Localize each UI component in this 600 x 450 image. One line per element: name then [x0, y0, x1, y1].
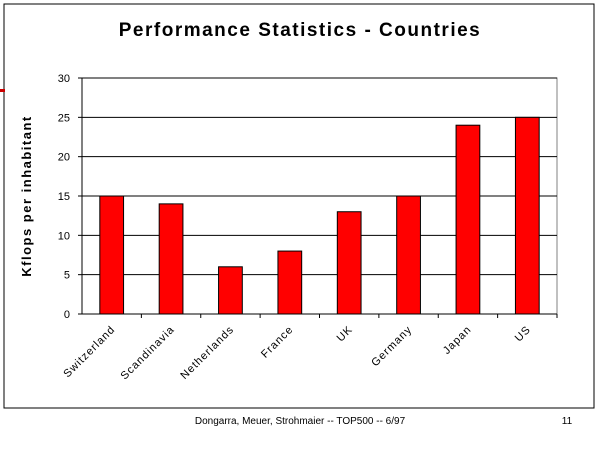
y-tick-label: 10 [58, 230, 70, 242]
bar [99, 195, 125, 315]
chart-title: Performance Statistics - Countries [119, 20, 481, 41]
footer-credit: Dongarra, Meuer, Strohmaier -- TOP500 --… [195, 416, 406, 427]
bar [336, 211, 362, 315]
y-tick-label: 20 [58, 152, 70, 164]
bar [396, 195, 421, 315]
bar [218, 266, 243, 315]
bar [158, 203, 184, 315]
bar [455, 124, 481, 315]
y-axis-label: Kflops per inhabitant [19, 115, 34, 277]
page-number: 11 [562, 416, 573, 427]
y-tick-label: 5 [64, 270, 70, 282]
bar [277, 250, 303, 315]
bar [514, 116, 540, 315]
y-tick-label: 30 [58, 73, 70, 85]
y-tick-label: 15 [58, 191, 70, 203]
y-tick-label: 25 [58, 112, 70, 124]
accent-mark [0, 89, 5, 92]
y-tick-label: 0 [64, 309, 70, 321]
